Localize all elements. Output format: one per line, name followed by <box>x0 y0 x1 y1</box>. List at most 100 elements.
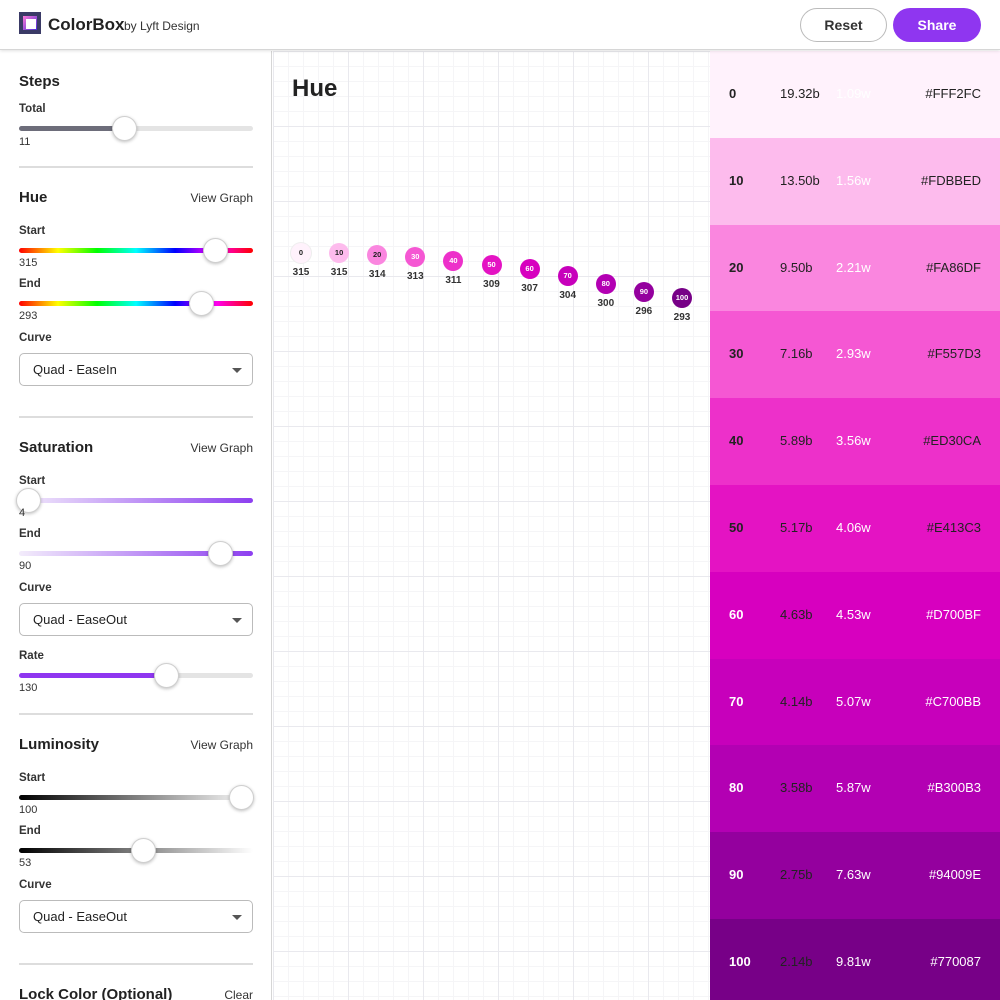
swatch-black-contrast: 5.89b <box>780 433 813 449</box>
hue-curve-value: Quad - EaseIn <box>33 362 117 377</box>
graph-point[interactable]: 50 <box>481 255 502 276</box>
swatch-step: 70 <box>729 693 744 709</box>
graph-point[interactable]: 0 <box>291 243 311 263</box>
color-swatch[interactable]: 30 7.16b 2.93w #F557D3 <box>710 311 1000 399</box>
share-button[interactable]: Share <box>893 8 981 42</box>
hue-view-graph-link[interactable]: View Graph <box>190 191 253 205</box>
swatch-white-contrast: 7.63w <box>836 867 871 883</box>
color-swatch[interactable]: 80 3.58b 5.87w #B300B3 <box>710 745 1000 833</box>
lock-color-title: Lock Color (Optional) <box>19 986 173 1000</box>
luminosity-end-label: End <box>19 825 41 837</box>
steps-total-label: Total <box>19 103 46 115</box>
swatch-step: 30 <box>729 346 744 362</box>
saturation-curve-select[interactable]: Quad - EaseOut <box>19 603 253 636</box>
luminosity-view-graph-link[interactable]: View Graph <box>190 738 253 752</box>
graph-point-value: 300 <box>597 297 615 309</box>
luminosity-start-label: Start <box>19 772 46 784</box>
luminosity-start-thumb[interactable] <box>228 785 254 810</box>
luminosity-end-value: 53 <box>19 857 32 869</box>
graph-point[interactable]: 30 <box>405 247 426 268</box>
graph-point[interactable]: 20 <box>367 245 388 266</box>
app-title: ColorBox <box>48 15 125 34</box>
graph-point[interactable]: 70 <box>557 265 578 286</box>
swatch-black-contrast: 5.17b <box>780 520 813 535</box>
swatch-white-contrast: 2.21w <box>836 259 871 275</box>
saturation-curve-value: Quad - EaseOut <box>33 612 127 627</box>
graph-point-value: 304 <box>559 289 577 301</box>
swatch-step: 100 <box>729 954 751 969</box>
graph-point-value: 311 <box>445 275 462 287</box>
hue-end-label: End <box>19 278 41 290</box>
lock-color-clear-link[interactable]: Clear <box>224 988 253 1000</box>
graph-point[interactable]: 40 <box>443 251 464 272</box>
swatch-step: 50 <box>729 520 744 535</box>
saturation-end-value: 90 <box>19 560 32 572</box>
graph-point-value: 315 <box>292 267 310 278</box>
hue-start-label: Start <box>19 225 46 237</box>
swatch-white-contrast: 5.87w <box>836 780 871 796</box>
color-swatch[interactable]: 100 2.14b 9.81w #770087 <box>710 919 1000 1000</box>
color-swatch[interactable]: 90 2.75b 7.63w #94009E <box>710 832 1000 920</box>
color-swatch[interactable]: 0 19.32b 1.09w #FFF2FC <box>710 51 1000 138</box>
hue-end-slider[interactable] <box>19 301 253 306</box>
color-swatch[interactable]: 70 4.14b 5.07w #C700BB <box>710 658 1000 746</box>
divider <box>19 963 253 965</box>
graph-point-value: 315 <box>330 267 348 278</box>
hue-curve-label: Curve <box>19 332 52 344</box>
hue-start-value: 315 <box>19 257 38 269</box>
color-swatch[interactable]: 50 5.17b 4.06w #E413C3 <box>710 485 1000 572</box>
hue-curve-select[interactable]: Quad - EaseIn <box>19 353 253 386</box>
saturation-end-thumb[interactable] <box>207 541 233 566</box>
chevron-down-icon <box>232 618 242 623</box>
swatch-hex: #FFF2FC <box>925 86 981 101</box>
saturation-end-slider[interactable] <box>19 551 253 556</box>
graph-point[interactable]: 100 <box>672 288 692 309</box>
saturation-title: Saturation <box>19 439 94 456</box>
graph-point-value: 307 <box>521 283 538 295</box>
color-swatch[interactable]: 60 4.63b 4.53w #D700BF <box>710 571 1000 659</box>
reset-button[interactable]: Reset <box>800 8 887 42</box>
swatch-step: 80 <box>729 780 744 796</box>
hue-start-thumb[interactable] <box>203 238 229 263</box>
steps-total-value: 11 <box>19 136 31 148</box>
swatch-black-contrast: 9.50b <box>780 259 813 275</box>
swatch-black-contrast: 2.75b <box>780 867 813 883</box>
hue-graph: Hue 0 315 10 315 20 314 30 313 40 311 50 309 60 307 70… <box>273 51 710 1000</box>
saturation-rate-label: Rate <box>19 650 44 662</box>
swatch-black-contrast: 19.32b <box>780 86 820 101</box>
saturation-start-label: Start <box>19 475 46 487</box>
luminosity-curve-select[interactable]: Quad - EaseOut <box>19 900 253 933</box>
steps-total-thumb[interactable] <box>111 116 137 141</box>
color-swatch[interactable]: 20 9.50b 2.21w #FA86DF <box>710 224 1000 312</box>
swatch-step: 60 <box>729 606 744 622</box>
color-swatch[interactable]: 40 5.89b 3.56w #ED30CA <box>710 398 1000 486</box>
swatch-step: 90 <box>729 867 744 883</box>
hue-end-thumb[interactable] <box>189 291 215 316</box>
saturation-rate-thumb[interactable] <box>153 663 179 688</box>
swatch-white-contrast: 2.93w <box>836 346 871 362</box>
graph-point[interactable]: 60 <box>519 259 540 280</box>
swatch-white-contrast: 1.09w <box>836 86 871 101</box>
graph-point[interactable]: 80 <box>595 273 616 294</box>
swatch-step: 0 <box>729 86 737 101</box>
luminosity-end-thumb[interactable] <box>130 838 156 863</box>
luminosity-start-slider[interactable] <box>19 795 253 800</box>
saturation-view-graph-link[interactable]: View Graph <box>190 441 253 455</box>
graph-title: Hue <box>292 75 338 102</box>
swatch-black-contrast: 3.58b <box>780 780 813 796</box>
app-subtitle: by Lyft Design <box>124 19 200 33</box>
swatch-white-contrast: 5.07w <box>836 693 871 709</box>
hue-end-value: 293 <box>19 310 38 322</box>
saturation-start-thumb[interactable] <box>15 488 41 513</box>
color-swatch[interactable]: 10 13.50b 1.56w #FDBBED <box>710 137 1000 225</box>
swatch-hex: #B300B3 <box>927 780 982 796</box>
graph-point[interactable]: 10 <box>329 243 350 263</box>
graph-point[interactable]: 90 <box>633 281 654 302</box>
swatch-white-contrast: 4.53w <box>836 606 871 622</box>
saturation-rate-slider[interactable] <box>19 673 253 678</box>
saturation-start-slider[interactable] <box>19 498 253 503</box>
hue-start-slider[interactable] <box>19 248 253 253</box>
swatch-hex: #D700BF <box>926 606 981 622</box>
graph-point-value: 296 <box>635 305 653 317</box>
swatch-hex: #F557D3 <box>927 346 981 362</box>
